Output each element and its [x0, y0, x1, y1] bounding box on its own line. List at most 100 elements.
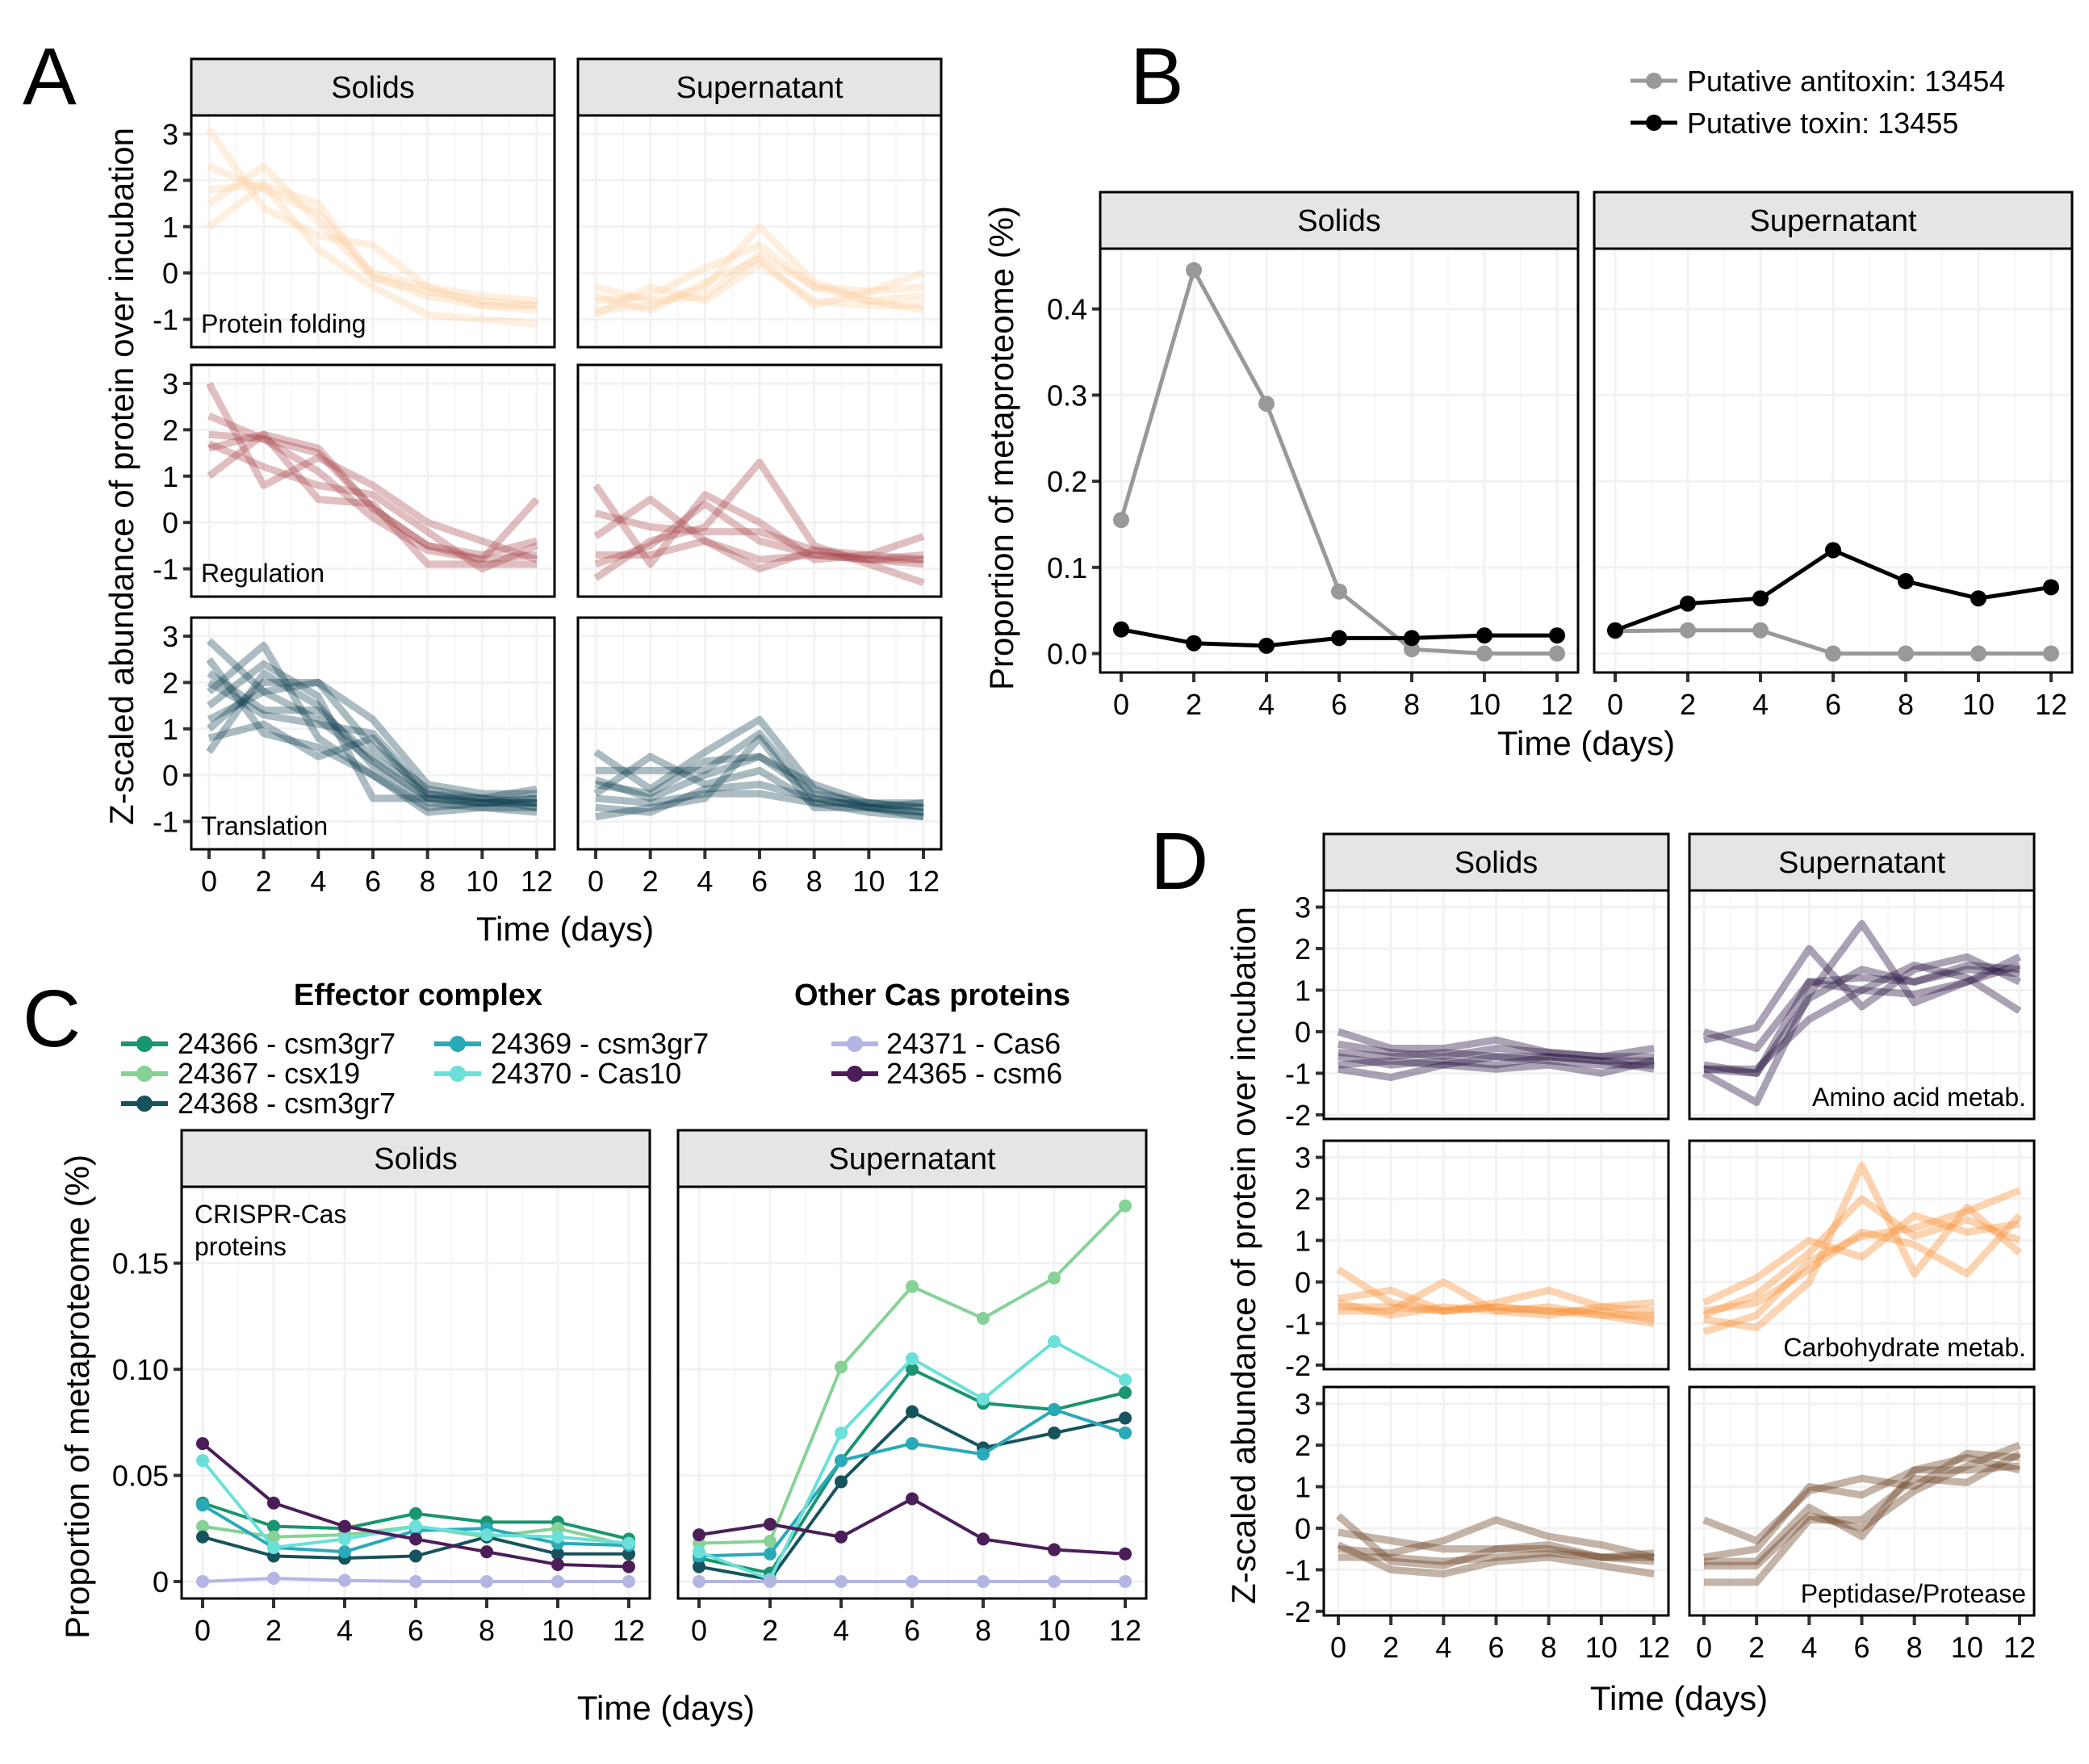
C-point-24371	[338, 1573, 351, 1587]
B-point-toxin	[1186, 635, 1202, 652]
D-0-0-ytick-label: -1	[1285, 1057, 1311, 1090]
D-row-label: Peptidase/Protease	[1801, 1579, 2026, 1608]
C-0-xtick-label: 10	[542, 1614, 574, 1647]
C-point-24368	[835, 1475, 848, 1489]
A-line-translation	[206, 638, 537, 807]
C-point-24370	[551, 1530, 564, 1544]
B-legend-label: Putative antitoxin: 13454	[1687, 65, 2005, 98]
B-x-axis-title: Time (days)	[1497, 724, 1675, 762]
A-line-translation	[206, 656, 538, 811]
D-0-0-ytick-label: 3	[1295, 891, 1311, 924]
C-point-24370	[622, 1536, 635, 1550]
A-1-0-ytick-label: 3	[162, 367, 178, 400]
D-row-label: Carbohydrate metab.	[1783, 1333, 2026, 1362]
D-2-1-xtick-label: 4	[1801, 1631, 1817, 1664]
D-2-0-ytick-label: 0	[1295, 1512, 1311, 1545]
C-point-24371	[1048, 1574, 1061, 1588]
A-line-translation	[595, 790, 924, 811]
C-0-xtick-label: 8	[479, 1614, 495, 1647]
B-point-antitoxin	[1549, 645, 1565, 662]
D-1-0-ytick-label: 1	[1295, 1224, 1311, 1257]
B-point-toxin	[1898, 572, 1914, 589]
D-0-0-strip-label: Solids	[1455, 846, 1538, 880]
B-0-ytick-label: 0.0	[1047, 638, 1087, 671]
B-0-xtick-label: 0	[1113, 688, 1129, 721]
D-line-peptidase-protease	[1704, 1462, 2020, 1565]
C-1-xtick-label: 4	[833, 1614, 849, 1647]
D-line-amino-acid-metab-	[1703, 966, 2020, 1077]
C-point-24370	[338, 1532, 351, 1546]
D-line-peptidase-protease	[1704, 1450, 2022, 1586]
D-line-amino-acid-metab-	[1338, 1049, 1654, 1065]
B-point-toxin	[1331, 630, 1347, 647]
C-legend-key-point	[450, 1066, 466, 1082]
A-line-translation	[595, 781, 924, 821]
B-point-antitoxin	[1680, 622, 1696, 639]
A-line-regulation	[207, 430, 537, 568]
A-line-protein-folding	[593, 260, 923, 318]
C-point-24369	[764, 1547, 777, 1561]
D-line-carbohydrate-metab-	[1336, 1266, 1655, 1323]
C-0-strip-label: Solids	[374, 1142, 458, 1176]
D-line-amino-acid-metab-	[1702, 920, 2021, 1106]
C-point-24370	[409, 1519, 422, 1533]
D-line-carbohydrate-metab-	[1703, 1213, 2023, 1315]
A-1-0-ytick-label: -1	[153, 553, 178, 586]
D-1-0-ytick-label: 2	[1295, 1183, 1311, 1216]
C-legend-label: 24370 - Cas10	[491, 1057, 681, 1090]
D-line-amino-acid-metab-	[1702, 962, 2022, 1053]
B-point-toxin	[2043, 579, 2059, 596]
A-line-translation	[595, 752, 924, 811]
B-0-panel-border	[1099, 247, 1580, 674]
B-point-toxin	[1404, 630, 1420, 647]
A-line-protein-folding	[595, 223, 924, 314]
C-point-24371	[693, 1574, 705, 1588]
A-2-0-xtick-label: 6	[365, 865, 381, 898]
A-line-translation	[207, 720, 538, 802]
A-line-translation	[206, 669, 537, 811]
C-annotation-line2: proteins	[195, 1232, 287, 1261]
A-line-protein-folding	[595, 241, 924, 305]
C-legend-key-point	[136, 1036, 153, 1052]
D-2-1-xtick-label: 6	[1853, 1631, 1869, 1664]
C-point-24371	[196, 1574, 209, 1588]
A-y-axis-title: Z-scaled abundance of protein over incub…	[103, 128, 140, 825]
A-line-translation	[207, 660, 538, 807]
C-point-24368	[1119, 1411, 1132, 1425]
B-1-xtick-label: 0	[1607, 688, 1623, 721]
B-0-ytick-label: 0.2	[1047, 465, 1087, 498]
B-point-toxin	[1476, 627, 1492, 644]
B-1-strip-label: Supernatant	[1749, 204, 1916, 238]
C-point-24365	[267, 1496, 280, 1510]
D-2-0-ytick-label: 3	[1295, 1388, 1311, 1421]
A-0-0-ytick-label: 0	[162, 257, 178, 290]
C-legend-label: 24365 - csm6	[886, 1057, 1062, 1090]
A-2-0-xtick-label: 2	[256, 865, 272, 898]
panel-letter-A: A	[23, 31, 77, 122]
A-line-translation	[593, 752, 924, 821]
C-legend-key-point	[847, 1036, 863, 1052]
C-point-24368	[551, 1547, 564, 1561]
D-0-1-strip-label: Supernatant	[1778, 846, 1945, 880]
C-1-xtick-label: 8	[975, 1614, 991, 1647]
B-0-strip-label: Solids	[1297, 204, 1381, 238]
D-line-peptidase-protease	[1338, 1528, 1655, 1565]
D-2-0-xtick-label: 8	[1541, 1631, 1557, 1664]
C-point-24367	[835, 1360, 848, 1374]
B-point-toxin	[1113, 621, 1129, 638]
C-point-24370	[1048, 1335, 1061, 1348]
D-2-0-ytick-label: -1	[1285, 1553, 1311, 1586]
D-2-0-panel-border	[1322, 1385, 1670, 1617]
C-point-24367	[196, 1519, 209, 1533]
A-1-0-ytick-label: 0	[162, 506, 178, 539]
D-line-amino-acid-metab-	[1702, 945, 2021, 1044]
D-2-1-xtick-label: 0	[1696, 1631, 1712, 1664]
A-line-translation	[207, 679, 538, 807]
B-0-xtick-label: 4	[1258, 688, 1275, 721]
A-1-0-ytick-label: 2	[162, 413, 178, 446]
A-2-0-ytick-label: 2	[162, 666, 178, 699]
C-point-24367	[1048, 1272, 1061, 1285]
D-0-0-ytick-label: -2	[1285, 1099, 1311, 1132]
C-1-xtick-label: 2	[762, 1614, 778, 1647]
